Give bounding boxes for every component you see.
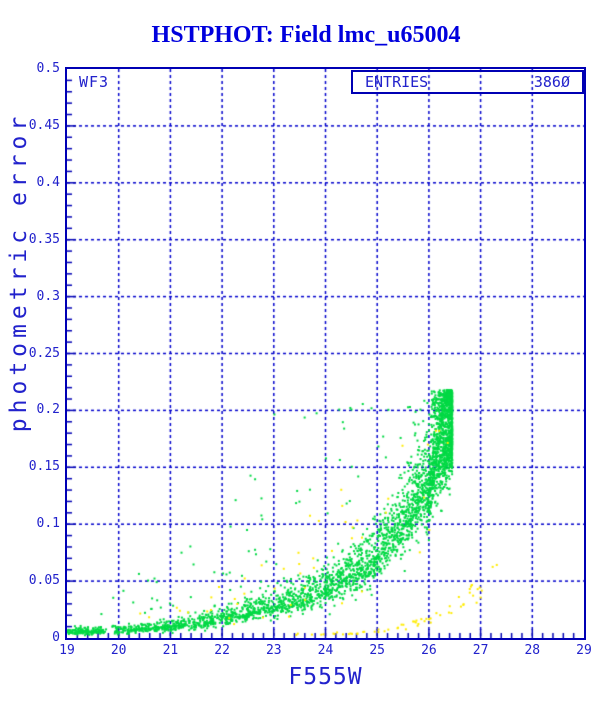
x-tick-label: 19	[59, 643, 75, 658]
x-tick-label: 27	[472, 643, 489, 658]
plot-frame	[65, 67, 586, 640]
x-tick-label: 22	[214, 643, 230, 658]
y-axis-title: photometric error	[6, 111, 32, 433]
x-tick-label: 25	[369, 643, 386, 658]
entries-value: 386Ø	[533, 73, 570, 91]
page-title: HSTPHOT: Field lmc_u65004	[151, 22, 461, 48]
y-tick-label: 0.15	[28, 459, 60, 475]
x-axis-title: F555W	[288, 664, 363, 690]
y-tick-label: 0.35	[28, 231, 60, 247]
x-tick-label: 28	[524, 643, 541, 658]
x-tick-label: 24	[317, 643, 334, 658]
y-tick-label: 0.45	[28, 117, 60, 133]
y-tick-label: 0	[52, 630, 60, 645]
detector-label: WF3	[79, 73, 110, 91]
y-tick-label: 0.1	[36, 516, 60, 532]
entries-box: ENTRIES 386Ø	[351, 70, 584, 94]
entries-label: ENTRIES	[365, 73, 429, 91]
x-tick-label: 26	[421, 643, 437, 658]
y-tick-label: 0.3	[36, 288, 60, 304]
y-tick-label: 0.4	[36, 174, 60, 190]
y-tick-label: 0.05	[28, 573, 60, 589]
y-tick-label: 0.2	[36, 402, 60, 418]
x-tick-label: 20	[110, 643, 127, 658]
x-tick-label: 21	[162, 643, 179, 658]
x-tick-label: 23	[265, 643, 282, 658]
y-tick-label: 0.5	[36, 61, 60, 76]
x-tick-label: 29	[576, 643, 592, 658]
scatter-canvas	[67, 69, 584, 638]
y-tick-label: 0.25	[28, 345, 60, 361]
